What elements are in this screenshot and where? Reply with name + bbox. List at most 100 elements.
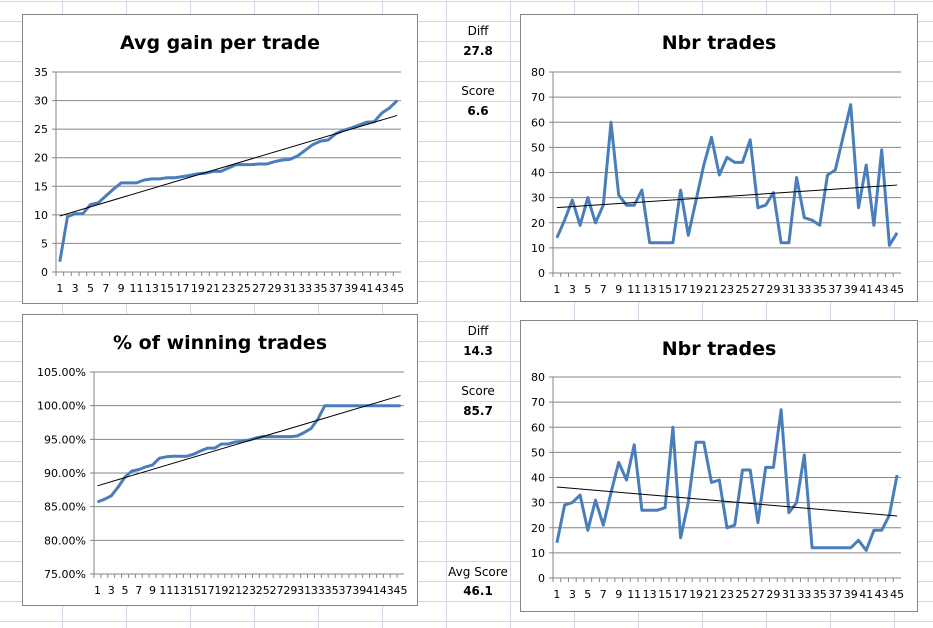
y-tick-label: 30 [531, 192, 545, 205]
y-tick-label: 80.00% [44, 534, 86, 547]
trendline [556, 184, 898, 209]
x-tick-label: 3 [569, 588, 576, 601]
x-tick-label: 9 [149, 584, 156, 597]
diff-value-top[interactable]: 27.8 [463, 44, 493, 58]
x-tick-label: 37 [338, 584, 352, 597]
x-tick-label: 39 [844, 283, 858, 296]
x-tick-label: 17 [176, 282, 190, 295]
y-tick-label: 20 [531, 522, 545, 535]
diff-label-top: Diff [467, 24, 489, 38]
x-tick-label: 33 [797, 588, 811, 601]
y-tick-label: 105.00% [37, 366, 86, 379]
score-value-bottom[interactable]: 85.7 [463, 404, 493, 418]
x-tick-label: 3 [108, 584, 115, 597]
y-tick-label: 5 [41, 237, 48, 250]
y-tick-label: 20 [34, 152, 48, 165]
x-tick-label: 31 [283, 282, 297, 295]
y-tick-label: 0 [41, 266, 48, 279]
y-tick-label: 0 [538, 267, 545, 280]
x-tick-label: 39 [844, 588, 858, 601]
x-tick-label: 5 [584, 283, 591, 296]
x-tick-label: 37 [828, 588, 842, 601]
avg-score-value[interactable]: 46.1 [463, 584, 493, 598]
chart-avg-gain-per-trade[interactable]: Avg gain per trade 0 5 10 15 20 25 30 35 1 3 5 7 9 11 1… [22, 14, 418, 304]
x-tick-label: 35 [325, 584, 339, 597]
x-tick-label: 21 [206, 282, 220, 295]
chart-nbr-trades-bottom[interactable]: Nbr trades 0 10 20 30 40 50 60 70 80 1 3 5 7 9 11 13 15 17… [520, 320, 918, 612]
x-tick-label: 33 [311, 584, 325, 597]
x-tick-label: 35 [314, 282, 328, 295]
x-tick-label: 27 [270, 584, 284, 597]
x-tick-label: 35 [813, 588, 827, 601]
x-tick-label: 3 [569, 283, 576, 296]
x-tick-label: 1 [553, 283, 560, 296]
y-tick-label: 20 [531, 217, 545, 230]
y-tick-label: 30 [34, 95, 48, 108]
x-tick-label: 7 [600, 588, 607, 601]
x-tick-label: 21 [228, 584, 242, 597]
x-tick-label: 45 [390, 282, 404, 295]
x-tick-label: 1 [94, 584, 101, 597]
y-tick-label: 0 [538, 572, 545, 585]
diff-label-bottom: Diff [467, 324, 489, 338]
x-tick-label: 13 [145, 282, 159, 295]
chart-title: % of winning trades [113, 332, 327, 354]
x-tick-label: 29 [766, 588, 780, 601]
x-tick-label: 13 [643, 283, 657, 296]
y-tick-label: 35 [34, 66, 48, 79]
x-tick-label: 41 [360, 282, 374, 295]
trendline [97, 395, 401, 487]
x-tick-label: 23 [222, 282, 236, 295]
x-tick-label: 43 [375, 282, 389, 295]
y-tick-label: 30 [531, 497, 545, 510]
y-tick-label: 25 [34, 123, 48, 136]
y-tick-label: 100.00% [37, 400, 86, 413]
diff-value-bottom[interactable]: 14.3 [463, 344, 493, 358]
chart-nbr-trades-top[interactable]: Nbr trades 0 10 20 30 40 50 60 70 80 1 3 5 7 9 11 13 15 17… [520, 14, 918, 302]
x-tick-label: 15 [658, 588, 672, 601]
x-tick-label: 9 [118, 282, 125, 295]
x-tick-label: 39 [344, 282, 358, 295]
x-tick-label: 23 [720, 588, 734, 601]
x-tick-label: 35 [813, 283, 827, 296]
x-tick-label: 13 [643, 588, 657, 601]
x-tick-label: 7 [600, 283, 607, 296]
x-tick-label: 19 [689, 283, 703, 296]
trendline [556, 486, 898, 517]
y-tick-label: 75.00% [44, 568, 86, 581]
avg-score-label: Avg Score [448, 565, 508, 579]
x-tick-label: 23 [242, 584, 256, 597]
score-label-top: Score [461, 84, 495, 98]
x-tick-label: 43 [380, 584, 394, 597]
x-tick-label: 9 [615, 588, 622, 601]
x-tick-label: 15 [160, 282, 174, 295]
chart-pct-winning-trades[interactable]: % of winning trades 75.00% 80.00% 85.00% 90.… [22, 314, 418, 606]
x-tick-label: 17 [674, 588, 688, 601]
x-tick-label: 1 [553, 588, 560, 601]
x-tick-label: 43 [875, 588, 889, 601]
x-tick-label: 29 [283, 584, 297, 597]
series-line [555, 408, 899, 552]
x-tick-label: 37 [329, 282, 343, 295]
x-tick-label: 29 [766, 283, 780, 296]
x-tick-label: 11 [627, 588, 641, 601]
y-tick-label: 10 [531, 242, 545, 255]
y-tick-label: 60 [531, 116, 545, 129]
x-tick-label: 7 [102, 282, 109, 295]
x-tick-label: 43 [875, 283, 889, 296]
x-tick-label: 25 [256, 584, 270, 597]
score-label-bottom: Score [461, 384, 495, 398]
score-value-top[interactable]: 6.6 [467, 104, 489, 118]
y-tick-label: 10 [531, 547, 545, 560]
x-tick-label: 37 [828, 283, 842, 296]
x-tick-label: 45 [890, 588, 904, 601]
x-tick-label: 15 [658, 283, 672, 296]
x-tick-label: 11 [159, 584, 173, 597]
y-tick-label: 15 [34, 180, 48, 193]
x-tick-label: 1 [56, 282, 63, 295]
y-tick-label: 80 [531, 66, 545, 79]
x-tick-label: 41 [859, 588, 873, 601]
x-tick-label: 27 [751, 283, 765, 296]
x-tick-label: 11 [627, 283, 641, 296]
